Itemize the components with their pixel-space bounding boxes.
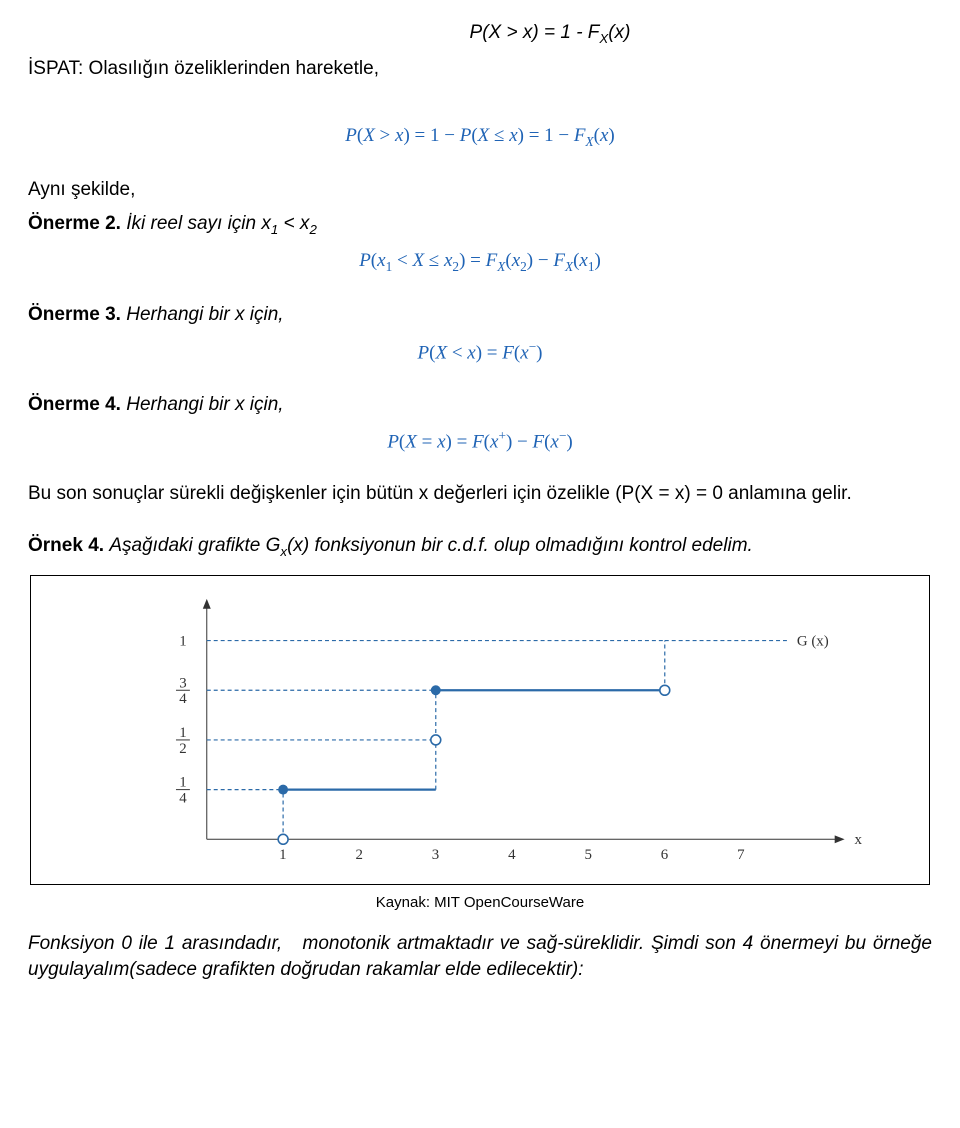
proposition-2: Önerme 2. İki reel sayı için x1 < x2 <box>28 211 932 239</box>
equation-2: P(x1 < X ≤ x2) = FX(x2) − FX(x1) <box>28 248 932 276</box>
svg-text:4: 4 <box>179 790 187 806</box>
proposition-3: Önerme 3. Herhangi bir x için, <box>28 302 932 328</box>
cdf-chart: x12345671412341G (x) <box>30 575 930 885</box>
example-4: Örnek 4. Aşağıdaki grafikte Gx(x) fonksi… <box>28 533 932 561</box>
svg-text:3: 3 <box>179 675 186 691</box>
paragraph-function: Fonksiyon 0 ile 1 arasındadır, monotonik… <box>28 931 932 982</box>
svg-text:6: 6 <box>661 847 668 863</box>
proof-intro: İSPAT: Olasılığın özeliklerinden hareket… <box>28 56 932 82</box>
proposition-4: Önerme 4. Herhangi bir x için, <box>28 392 932 418</box>
svg-text:G (x): G (x) <box>797 633 829 649</box>
svg-text:1: 1 <box>179 774 186 790</box>
paragraph-continuous: Bu son sonuçlar sürekli değişkenler için… <box>28 481 932 507</box>
svg-text:1: 1 <box>279 847 286 863</box>
svg-text:4: 4 <box>179 691 187 707</box>
chart-caption: Kaynak: MIT OpenCourseWare <box>28 893 932 913</box>
equation-1: P(X > x) = 1 − P(X ≤ x) = 1 − FX(x) <box>28 123 932 151</box>
svg-text:5: 5 <box>584 847 591 863</box>
heading-equation: P(X > x) = 1 - FX(x) <box>168 20 932 48</box>
svg-text:x: x <box>855 832 863 848</box>
svg-text:1: 1 <box>179 725 186 741</box>
svg-text:2: 2 <box>355 847 362 863</box>
svg-text:7: 7 <box>737 847 745 863</box>
equation-3: P(X < x) = F(x−) <box>28 338 932 366</box>
svg-text:2: 2 <box>179 741 186 757</box>
svg-text:3: 3 <box>432 847 439 863</box>
svg-text:4: 4 <box>508 847 516 863</box>
svg-text:1: 1 <box>179 633 186 649</box>
likewise-text: Aynı şekilde, <box>28 177 932 203</box>
equation-4: P(X = x) = F(x+) − F(x−) <box>28 427 932 455</box>
